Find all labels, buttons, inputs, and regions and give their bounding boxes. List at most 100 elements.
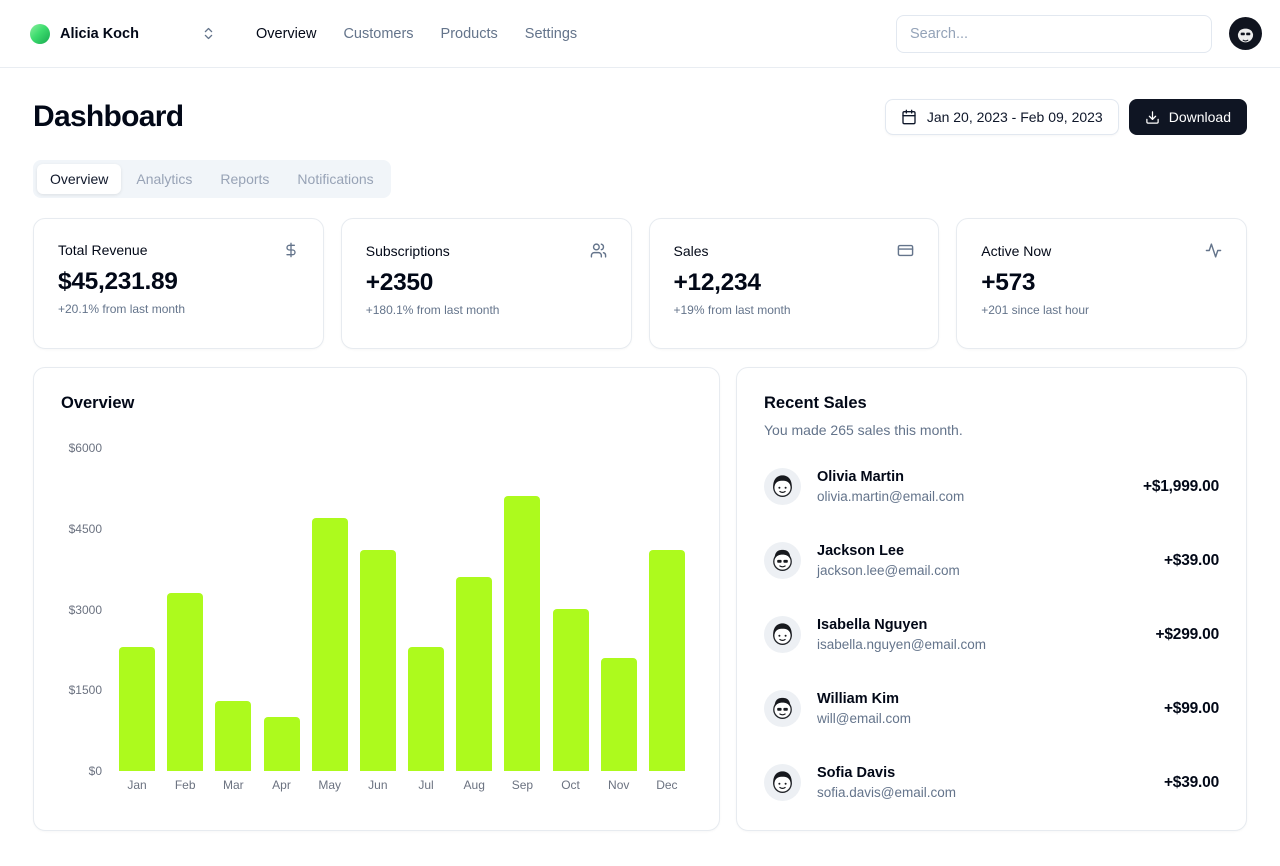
sale-amount: +$39.00 [1163, 551, 1219, 569]
main-nav: Overview Customers Products Settings [256, 26, 577, 42]
stat-change: +201 since last hour [981, 303, 1089, 317]
customer-email: will@email.com [817, 711, 911, 726]
bar-sep [504, 496, 541, 771]
chart-x-axis: Jan Feb Mar Apr May Jun Jul Aug Sep Oct Nov Dec [119, 778, 685, 792]
date-range-picker[interactable]: Jan 20, 2023 - Feb 09, 2023 [884, 99, 1119, 135]
customer-name: William Kim [817, 691, 900, 707]
x-axis-tick: Feb [174, 778, 196, 792]
sale-row: Isabella Nguyen isabella.nguyen@email.com… [764, 616, 1219, 653]
date-range-label: Jan 20, 2023 - Feb 09, 2023 [926, 109, 1103, 125]
recent-sales-subtitle: You made 265 sales this month. [764, 422, 963, 438]
sale-amount: +$99.00 [1163, 699, 1219, 717]
customer-name: Olivia Martin [817, 469, 905, 485]
credit-card-icon [897, 242, 914, 259]
x-axis-tick: Nov [608, 778, 630, 792]
search-input[interactable] [896, 14, 1212, 53]
download-label: Download [1168, 109, 1231, 125]
x-axis-tick: Jun [368, 778, 388, 792]
stat-card-activity: Active Now +573 +201 since last hour [956, 218, 1247, 349]
stat-title: Active Now [981, 242, 1052, 259]
download-icon [1145, 110, 1160, 125]
bar-jan [119, 647, 155, 771]
team-switcher[interactable]: Alicia Koch [30, 23, 216, 44]
dollar-sign-icon [283, 242, 299, 258]
x-axis-tick: Dec [656, 778, 678, 792]
nav-item-products[interactable]: Products [440, 25, 498, 42]
y-axis-tick: $0 [88, 764, 102, 778]
chevrons-up-down-icon [201, 26, 216, 41]
y-axis-tick: $6000 [68, 441, 102, 455]
x-axis-tick: Jan [127, 778, 147, 792]
stat-card-dollar-sign: Total Revenue $45,231.89 +20.1% from last … [33, 218, 324, 349]
customer-email: isabella.nguyen@email.com [817, 637, 987, 652]
stat-change: +19% from last month [673, 303, 791, 317]
stat-card-credit-card: Sales +12,234 +19% from last month [648, 218, 940, 349]
users-icon [590, 242, 607, 259]
page-title: Dashboard [33, 100, 184, 133]
bar-aug [456, 577, 493, 771]
x-axis-tick: May [318, 778, 342, 792]
stat-title: Subscriptions [365, 242, 450, 259]
customer-email: sofia.davis@email.com [817, 785, 957, 800]
dashboard-page: Dashboard Jan 20, 2023 - Feb 09, 2023 Do… [0, 99, 1280, 831]
bar-feb [167, 593, 204, 771]
download-button[interactable]: Download [1128, 99, 1247, 135]
bar-may [311, 518, 348, 771]
tab-reports[interactable]: Reports [220, 171, 270, 187]
recent-sales-title: Recent Sales [764, 394, 867, 412]
chart-title: Overview [61, 394, 135, 412]
x-axis-tick: Mar [223, 778, 244, 792]
x-axis-tick: Sep [511, 778, 534, 792]
bar-oct [552, 609, 589, 771]
y-axis-tick: $4500 [68, 522, 102, 536]
bar-chart: $6000 $4500 $3000 $1500 $0 Jan Feb Mar Apr May Jun… [34, 441, 719, 808]
sale-amount: +$39.00 [1163, 773, 1219, 791]
chart-bars [119, 448, 685, 771]
stat-value: +12,234 [673, 269, 761, 296]
sale-row: Jackson Lee jackson.lee@email.com +$39.00 [764, 542, 1219, 579]
sale-row: Sofia Davis sofia.davis@email.com +$39.00 [764, 764, 1219, 801]
activity-icon [1205, 242, 1222, 259]
sale-amount: +$299.00 [1155, 625, 1220, 643]
stat-title: Sales [673, 242, 709, 259]
customer-avatar [764, 468, 801, 505]
stat-title: Total Revenue [58, 242, 148, 258]
bar-dec [648, 550, 685, 771]
tab-notifications[interactable]: Notifications [297, 171, 374, 187]
overview-chart-card: Overview $6000 $4500 $3000 $1500 $0 Jan Feb Mar… [33, 367, 720, 831]
user-avatar[interactable] [1229, 17, 1262, 50]
tab-overview[interactable]: Overview [37, 164, 122, 194]
x-axis-tick: Oct [561, 778, 580, 792]
sale-row: William Kim will@email.com +$99.00 [764, 690, 1219, 727]
x-axis-tick: Apr [272, 778, 291, 792]
sale-amount: +$1,999.00 [1142, 477, 1219, 495]
y-axis-tick: $3000 [68, 603, 102, 617]
stat-change: +180.1% from last month [365, 303, 500, 317]
nav-item-settings[interactable]: Settings [524, 25, 578, 42]
customer-avatar [764, 542, 801, 579]
x-axis-tick: Jul [418, 778, 434, 792]
customer-name: Isabella Nguyen [817, 617, 928, 633]
customer-name: Sofia Davis [817, 765, 896, 781]
customer-name: Jackson Lee [817, 543, 905, 559]
tab-analytics[interactable]: Analytics [136, 171, 193, 187]
customer-avatar [764, 690, 801, 727]
calendar-icon [901, 109, 917, 125]
stat-value: +573 [981, 269, 1036, 296]
bar-jul [408, 647, 445, 771]
customer-avatar [764, 764, 801, 801]
stat-value: +2350 [365, 269, 434, 296]
stat-card-users: Subscriptions +2350 +180.1% from last mont… [340, 218, 632, 349]
recent-sales-card: Recent Sales You made 265 sales this mon… [736, 367, 1247, 831]
customer-avatar [764, 616, 801, 653]
nav-item-customers[interactable]: Customers [343, 25, 414, 42]
bar-mar [215, 701, 252, 771]
sale-row: Olivia Martin olivia.martin@email.com +$1,… [764, 468, 1219, 505]
nav-item-overview[interactable]: Overview [256, 25, 317, 42]
customer-email: olivia.martin@email.com [817, 489, 965, 504]
bar-jun [359, 550, 396, 771]
tabs-list: Overview Analytics Reports Notifications [33, 160, 391, 198]
stat-change: +20.1% from last month [58, 302, 186, 316]
stat-value: $45,231.89 [58, 268, 178, 295]
team-name: Alicia Koch [60, 25, 139, 42]
